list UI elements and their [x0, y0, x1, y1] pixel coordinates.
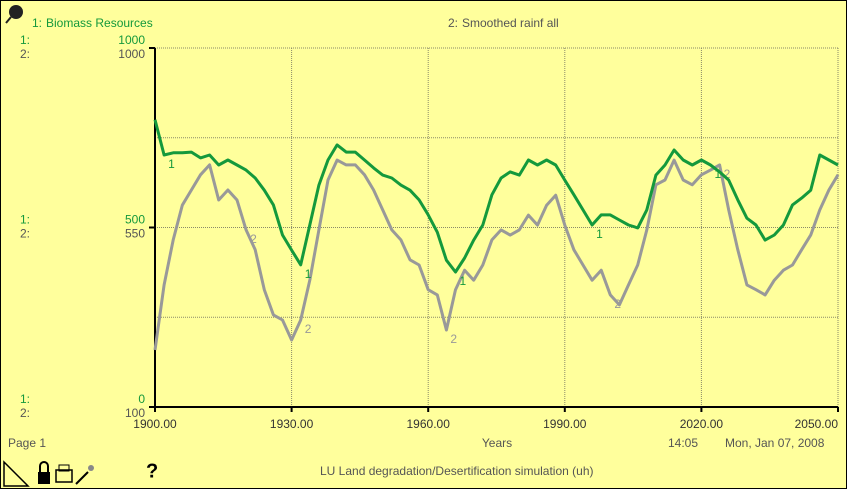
y-tick-prefix: 2:: [20, 227, 30, 241]
wand-icon[interactable]: [75, 465, 94, 485]
series-marker: 2: [450, 332, 457, 346]
y-tick-label: 550: [125, 227, 145, 241]
series-marker: 1: [596, 227, 603, 241]
y-tick-label: 1000: [118, 47, 145, 61]
footer-title: LU Land degradation/Desertification simu…: [320, 464, 594, 478]
y-tick-prefix: 1:: [20, 392, 30, 406]
legend-entry: Biomass Resources: [46, 16, 153, 30]
x-tick-label: 1930.00: [270, 417, 314, 431]
lock-icon[interactable]: [38, 461, 50, 484]
page-label: Page 1: [8, 436, 46, 450]
y-tick-label: 500: [125, 213, 145, 227]
y-tick-label: 0: [138, 392, 145, 406]
time: 14:05: [668, 436, 698, 450]
x-tick-label: 2020.00: [680, 417, 724, 431]
date: Mon, Jan 07, 2008: [725, 436, 825, 450]
y-tick-prefix: 2:: [20, 406, 30, 420]
toolbar: [3, 460, 94, 487]
series-marker: 2: [724, 167, 731, 181]
series-marker: 1: [715, 167, 722, 181]
series-marker: 1: [305, 267, 312, 281]
series-marker: 2: [614, 297, 621, 311]
series-line: [153, 119, 839, 274]
legend-entry: Smoothed rainf all: [462, 16, 559, 30]
legend-prefix: 2:: [448, 16, 458, 30]
y-tick-prefix: 2:: [20, 47, 30, 61]
print-icon[interactable]: [55, 464, 73, 483]
page-icon[interactable]: [3, 460, 30, 487]
legend-prefix: 1:: [32, 16, 42, 30]
series-marker: 2: [250, 232, 257, 246]
x-axis-label: Years: [482, 436, 512, 450]
y-tick-label: 100: [125, 406, 145, 420]
x-tick-label: 2050.00: [795, 417, 839, 431]
series-line: [153, 158, 840, 351]
pin-icon[interactable]: [5, 5, 23, 24]
help-icon[interactable]: ?: [146, 460, 158, 482]
x-tick-label: 1960.00: [407, 417, 451, 431]
series-marker: 2: [305, 322, 312, 336]
series-marker: 1: [460, 274, 467, 288]
y-tick-prefix: 1:: [20, 33, 30, 47]
x-tick-label: 1990.00: [543, 417, 587, 431]
y-tick-label: 1000: [118, 33, 145, 47]
x-tick-label: 1900.00: [133, 417, 177, 431]
y-tick-prefix: 1:: [20, 213, 30, 227]
series-marker: 1: [168, 157, 175, 171]
